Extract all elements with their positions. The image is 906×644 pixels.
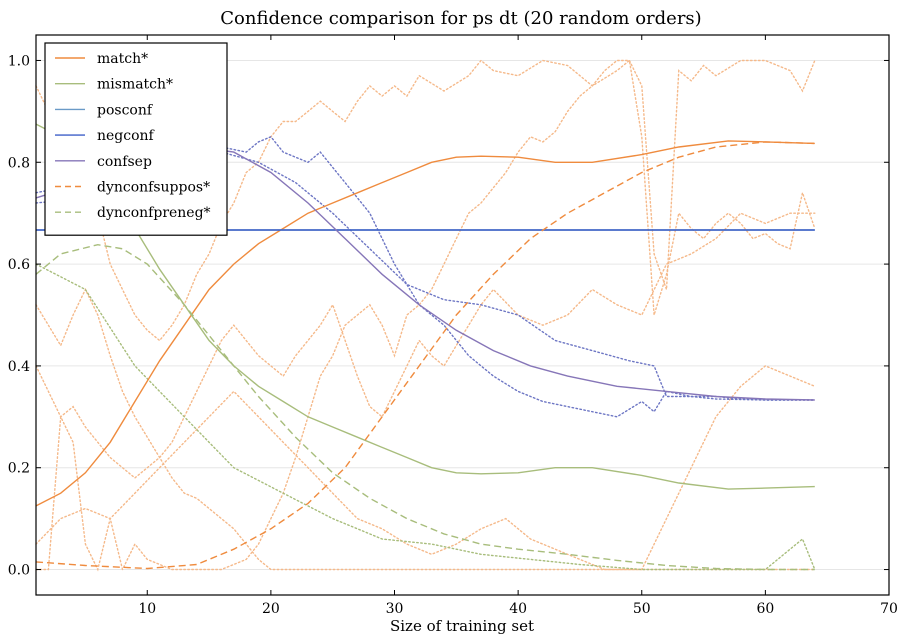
x-axis-label: Size of training set (390, 617, 534, 635)
series-line-mismatch (35, 123, 815, 490)
individual-run-line (35, 135, 816, 418)
chart-title: Confidence comparison for ps dt (20 rand… (220, 8, 701, 29)
y-tick-label: 1.0 (8, 53, 30, 69)
axis-ticks: 10 20 30 40 50 60 70 0.0 0.2 0.4 0.6 0.8 1.0 (8, 35, 898, 617)
legend-label: mismatch* (97, 77, 173, 93)
legend-label: match* (97, 51, 148, 67)
legend-label: dynconfsuppos* (97, 180, 210, 196)
x-tick-label: 30 (386, 601, 404, 617)
series-line-dynconfsuppos (35, 141, 815, 570)
x-tick-label: 60 (756, 601, 774, 617)
legend-label: dynconfpreneg* (97, 205, 211, 221)
individual-run-line (35, 263, 816, 571)
series-line-dynconfpreneg (35, 243, 815, 571)
y-tick-label: 0.2 (8, 461, 30, 477)
individual-run-line (35, 59, 816, 342)
individual-run-line (35, 390, 816, 571)
y-tick-label: 0.0 (8, 563, 30, 579)
series-line-match (35, 140, 815, 507)
y-tick-label: 0.4 (8, 359, 30, 375)
x-tick-label: 10 (138, 601, 156, 617)
x-tick-label: 20 (262, 601, 280, 617)
individual-run-line (35, 59, 816, 572)
legend-label: posconf (97, 102, 154, 118)
x-tick-label: 70 (880, 601, 898, 617)
legend-box (44, 42, 228, 236)
x-tick-label: 40 (509, 601, 527, 617)
plot-frame (35, 34, 890, 596)
individual-run-line (35, 287, 816, 571)
individual-run-line (35, 212, 816, 479)
x-tick-label: 50 (633, 601, 651, 617)
legend-label: negconf (97, 128, 156, 144)
legend-label: confsep (97, 154, 152, 170)
y-tick-label: 0.6 (8, 257, 30, 273)
legend: match* mismatch* posconf negconf confsep dync… (44, 42, 228, 236)
y-tick-label: 0.8 (8, 155, 30, 171)
